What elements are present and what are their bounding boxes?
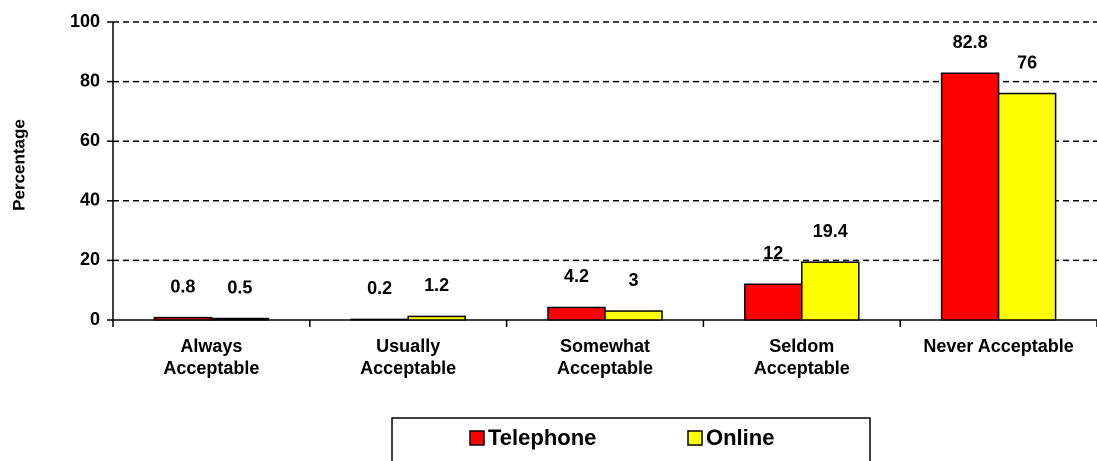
x-tick-label: Never Acceptable [923, 336, 1074, 356]
y-tick-label: 20 [80, 249, 100, 269]
legend-swatch [469, 430, 485, 446]
y-axis-label: Percentage [9, 119, 28, 211]
legend-swatch [687, 430, 703, 446]
data-label: 0.5 [227, 277, 252, 297]
data-label: 76 [1017, 52, 1037, 72]
legend-label: Online [706, 425, 774, 450]
y-tick-label: 100 [70, 11, 100, 31]
bar [153, 316, 213, 321]
data-label: 12 [763, 243, 783, 263]
bar [210, 317, 270, 321]
bar [997, 92, 1057, 321]
data-label: 1.2 [424, 275, 449, 295]
data-label: 3 [628, 270, 638, 290]
x-tick-label: Usually Acceptable [360, 336, 457, 378]
y-tick-label: 80 [80, 70, 100, 90]
data-label: 19.4 [813, 221, 848, 241]
x-tick-label: Always Acceptable [163, 336, 260, 378]
y-tick-label: 0 [90, 309, 100, 329]
bar [744, 283, 803, 321]
y-tick-label: 60 [80, 130, 100, 150]
data-label: 0.2 [367, 278, 392, 298]
x-tick-label: Seldom Acceptable [753, 336, 850, 378]
bar [407, 315, 466, 321]
bar [547, 306, 606, 321]
data-label: 0.8 [170, 276, 195, 296]
data-label: 82.8 [953, 32, 988, 52]
bar [350, 318, 409, 321]
y-tick-label: 40 [80, 190, 100, 210]
data-label: 4.2 [564, 266, 589, 286]
legend-label: Telephone [488, 425, 596, 450]
bar [604, 310, 663, 321]
x-tick-label: Somewhat Acceptable [556, 336, 654, 378]
bar [801, 261, 860, 321]
legend-box [391, 417, 871, 461]
bar [940, 72, 1000, 321]
